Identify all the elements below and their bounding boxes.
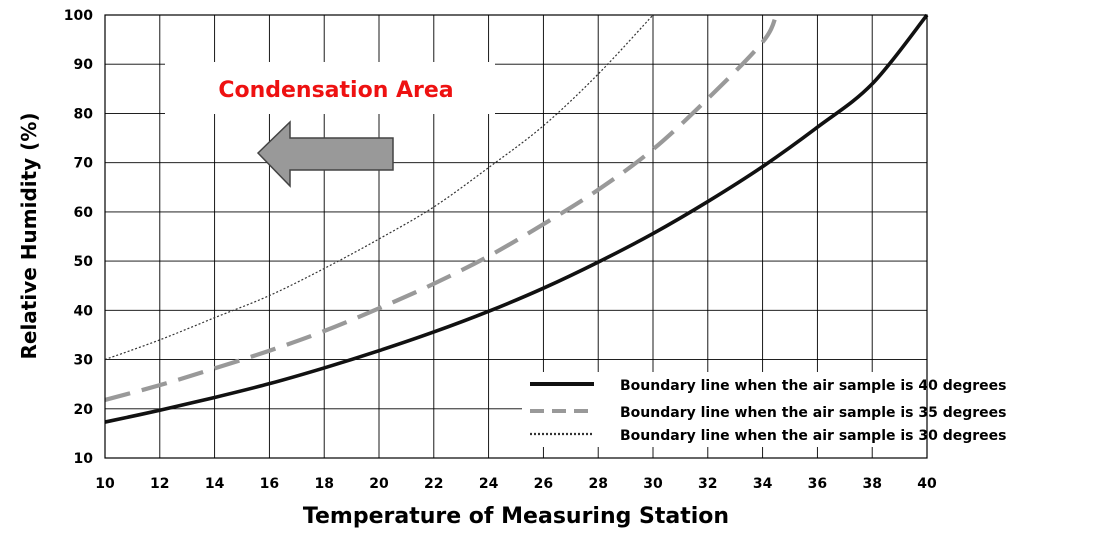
legend-label-30: Boundary line when the air sample is 30 …	[620, 428, 1007, 444]
y-tick-label: 80	[74, 106, 94, 122]
y-tick-label: 20	[74, 402, 94, 418]
annotation-box	[165, 62, 495, 114]
x-tick-label: 40	[917, 476, 937, 492]
y-tick-label: 70	[74, 156, 94, 172]
y-tick-labels: 10 20 30 40 50 60 70 80 90 100	[64, 8, 93, 467]
condensation-area-label: Condensation Area	[218, 78, 453, 103]
y-tick-label: 40	[74, 303, 94, 319]
y-tick-label: 30	[74, 353, 94, 369]
series-line-1	[104, 14, 779, 402]
legend-label-35: Boundary line when the air sample is 35 …	[620, 405, 1007, 421]
y-axis-title: Relative Humidity (%)	[17, 112, 41, 359]
y-tick-label: 90	[74, 57, 94, 73]
x-tick-label: 10	[95, 476, 115, 492]
y-tick-label: 10	[74, 451, 94, 467]
series-line-0	[104, 13, 929, 424]
x-tick-label: 26	[534, 476, 553, 492]
series-layer	[104, 13, 929, 424]
x-tick-label: 20	[369, 476, 389, 492]
x-axis-title: Temperature of Measuring Station	[303, 504, 729, 529]
x-tick-labels: 10 12 14 16 18 20 22 24 26 28 30 32 34 36 38 40	[95, 476, 937, 492]
legend: Boundary line when the air sample is 40 …	[530, 378, 1007, 444]
x-tick-label: 14	[205, 476, 225, 492]
series-line-2	[104, 14, 654, 361]
y-tick-label: 100	[64, 8, 93, 24]
x-tick-label: 28	[588, 476, 607, 492]
x-tick-label: 12	[150, 476, 169, 492]
y-tick-label: 50	[74, 254, 94, 270]
x-tick-label: 32	[698, 476, 717, 492]
x-tick-label: 36	[808, 476, 827, 492]
x-tick-label: 24	[479, 476, 499, 492]
x-tick-label: 34	[753, 476, 773, 492]
x-tick-label: 38	[862, 476, 881, 492]
plot-border	[104, 14, 928, 459]
x-tick-label: 18	[314, 476, 333, 492]
x-tick-label: 30	[643, 476, 663, 492]
x-tick-label: 22	[424, 476, 443, 492]
left-arrow-icon	[256, 120, 394, 188]
x-tick-label: 16	[260, 476, 279, 492]
legend-label-40: Boundary line when the air sample is 40 …	[620, 378, 1007, 394]
y-tick-label: 60	[74, 205, 94, 221]
